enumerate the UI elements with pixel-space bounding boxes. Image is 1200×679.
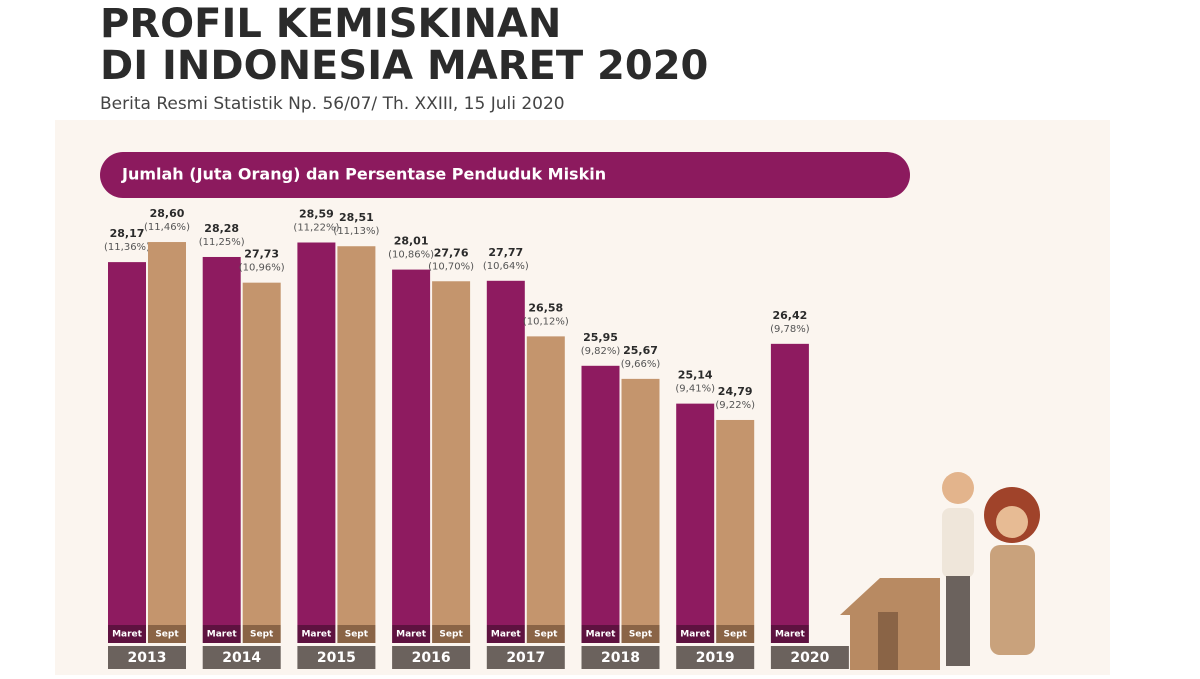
percent-label: (10,86%)	[388, 250, 434, 261]
legend-label: Sept	[345, 630, 369, 640]
bar	[202, 256, 241, 625]
data-label: 28,60	[150, 207, 185, 220]
year-box	[202, 646, 281, 669]
legend-label: Maret	[491, 630, 522, 640]
x-tick-label: 2016	[412, 650, 451, 666]
heading-banner	[100, 152, 910, 198]
data-label: 25,67	[623, 344, 658, 357]
bar-foot	[202, 625, 241, 643]
year-box	[581, 646, 660, 669]
x-tick-label: 2015	[317, 650, 356, 666]
percent-label: (10,96%)	[239, 263, 285, 274]
bar	[526, 336, 565, 625]
percent-label: (11,22%)	[293, 223, 339, 234]
legend-label: Sept	[155, 630, 179, 640]
legend-label: Sept	[629, 630, 653, 640]
x-tick-label: 2013	[128, 650, 167, 666]
legend-label: Sept	[439, 630, 463, 640]
bar-foot	[148, 625, 186, 643]
x-tick-label: 2014	[222, 650, 261, 666]
x-tick-label: 2017	[506, 650, 545, 666]
percent-label: (10,70%)	[428, 261, 474, 272]
percent-label: (9,66%)	[621, 359, 661, 370]
chart-heading: Jumlah (Juta Orang) dan Persentase Pendu…	[121, 165, 606, 184]
bar	[716, 419, 755, 625]
percent-label: (10,12%)	[523, 316, 569, 327]
bar-foot	[337, 625, 376, 643]
legend-label: Maret	[301, 630, 332, 640]
percent-label: (9,22%)	[715, 400, 755, 411]
legend-label: Maret	[396, 630, 427, 640]
percent-label: (10,64%)	[483, 261, 529, 272]
data-label: 25,95	[583, 331, 618, 344]
year-box	[297, 646, 376, 669]
legend-label: Sept	[534, 630, 558, 640]
bar	[242, 282, 281, 625]
bar	[337, 246, 376, 625]
percent-label: (11,25%)	[199, 237, 245, 248]
percent-label: (9,82%)	[581, 346, 621, 357]
bar-foot	[392, 625, 431, 643]
bar	[621, 378, 660, 625]
subtitle: Berita Resmi Statistik Np. 56/07/ Th. XX…	[100, 94, 565, 114]
bar	[770, 343, 809, 625]
year-box	[108, 646, 186, 669]
x-tick-label: 2020	[790, 650, 829, 666]
x-tick-label: 2019	[696, 650, 735, 666]
legend-label: Maret	[775, 630, 806, 640]
data-label: 28,51	[339, 211, 374, 224]
bar-foot	[297, 625, 336, 643]
bar-foot	[108, 625, 146, 643]
legend-label: Maret	[586, 630, 617, 640]
legend-label: Maret	[112, 630, 143, 640]
bar	[676, 403, 715, 625]
chart-title: DI INDONESIA MARET 2020	[100, 43, 708, 89]
year-box	[486, 646, 565, 669]
data-label: 27,73	[244, 248, 279, 261]
bar	[581, 365, 620, 625]
bar-foot	[432, 625, 471, 643]
chart-title: PROFIL KEMISKINAN	[100, 1, 561, 47]
data-label: 28,17	[110, 227, 145, 240]
percent-label: (9,78%)	[770, 324, 810, 335]
data-label: 28,59	[299, 208, 334, 221]
bar-foot	[716, 625, 755, 643]
bar	[486, 280, 525, 625]
data-label: 27,77	[488, 246, 523, 259]
bar-foot	[770, 625, 809, 643]
data-label: 26,42	[773, 309, 808, 322]
legend-label: Sept	[724, 630, 748, 640]
bar-foot	[676, 625, 715, 643]
year-box	[676, 646, 755, 669]
percent-label: (11,36%)	[104, 242, 150, 253]
legend-label: Maret	[207, 630, 238, 640]
bar	[108, 262, 146, 625]
data-label: 25,14	[678, 369, 713, 382]
year-box	[770, 646, 849, 669]
data-label: 26,58	[528, 301, 563, 314]
data-label: 28,01	[394, 235, 429, 248]
legend-label: Maret	[680, 630, 711, 640]
data-label: 28,28	[204, 222, 239, 235]
bar-foot	[581, 625, 620, 643]
bar	[392, 269, 431, 625]
legend-label: Sept	[250, 630, 274, 640]
bar-foot	[242, 625, 281, 643]
percent-label: (11,13%)	[333, 226, 379, 237]
bar	[432, 281, 471, 625]
bar-foot	[486, 625, 525, 643]
x-tick-label: 2018	[601, 650, 640, 666]
bar	[297, 242, 336, 625]
data-label: 27,76	[434, 246, 469, 259]
bar-foot	[621, 625, 660, 643]
data-label: 24,79	[718, 385, 753, 398]
percent-label: (9,41%)	[675, 384, 715, 395]
percent-label: (11,46%)	[144, 222, 190, 233]
bar-foot	[526, 625, 565, 643]
year-box	[392, 646, 471, 669]
illustration	[840, 472, 1040, 670]
bar	[148, 242, 186, 626]
